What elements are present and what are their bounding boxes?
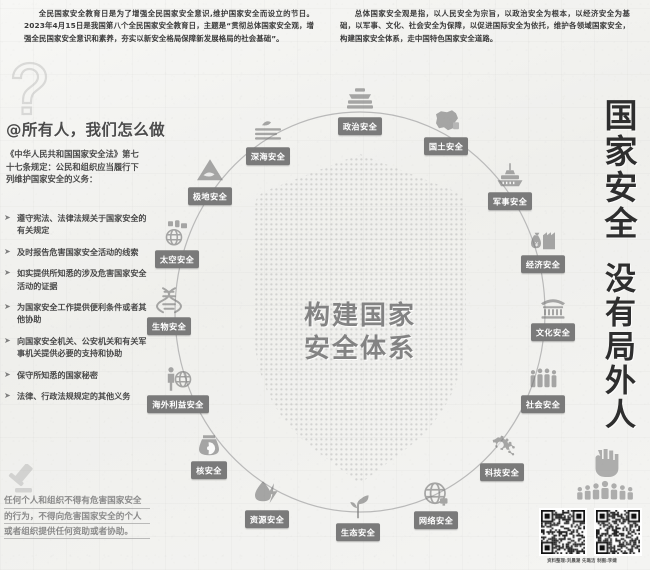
shield-center-text: 构建国家 安全体系 bbox=[304, 300, 416, 366]
intro-paragraph-right: 总体国家安全观是指，以人民安全为宗旨，以政治安全为根本，以经济安全为基础，以军事… bbox=[340, 8, 630, 45]
bullet-arrow-icon: ➤ bbox=[4, 268, 11, 278]
list-item-label: 为国家安全工作提供便利条件或者其他协助 bbox=[17, 302, 147, 325]
water-drop-energy-icon bbox=[252, 478, 282, 508]
bullet-arrow-icon: ➤ bbox=[4, 246, 11, 256]
diagram-node-label: 网络安全 bbox=[413, 511, 459, 529]
diagram-node-label: 国土安全 bbox=[423, 137, 469, 155]
vertical-title-line2: 没有局外人 bbox=[599, 262, 635, 432]
diagram-node-label: 资源安全 bbox=[244, 510, 290, 528]
intro-paragraph-right-text: 总体国家安全观是指，以人民安全为宗旨，以政治安全为根本，以经济安全为基础，以军事… bbox=[340, 9, 630, 43]
shield-center-line2: 安全体系 bbox=[303, 334, 417, 364]
credits-text: 资料整理:刘晨潮 先璐洁 制图:李婕 bbox=[547, 559, 617, 564]
list-item-label: 及时报告危害国家安全活动的线索 bbox=[17, 246, 139, 257]
sprout-leaf-icon bbox=[343, 491, 373, 521]
globe-network-icon bbox=[421, 479, 451, 509]
crowd-people-icon bbox=[528, 363, 558, 393]
diagram-node-10[interactable]: 核安全 bbox=[166, 429, 252, 479]
bullet-arrow-icon: ➤ bbox=[4, 335, 11, 345]
bullet-arrow-icon: ➤ bbox=[4, 302, 11, 312]
diagram-node-label: 太空安全 bbox=[154, 250, 200, 268]
qr-code-right[interactable] bbox=[594, 508, 642, 556]
duty-list: ➤ 遵守宪法、法律法规关于国家安全的有关规定 ➤ 及时报告危害国家安全活动的线索 ➤… bbox=[4, 212, 150, 411]
intro-paragraph-left-text: 全民国家安全教育日是为了增强全民国家安全意识,维护国家安全而设立的节日。2023… bbox=[24, 9, 314, 43]
money-bag-factory-icon: ¥ bbox=[528, 223, 558, 253]
nuclear-plant-icon bbox=[194, 429, 224, 459]
diagram-node-label: 海外利益安全 bbox=[147, 395, 209, 413]
qr-code-left[interactable] bbox=[539, 508, 587, 556]
diagram-node-label: 经济安全 bbox=[520, 255, 566, 273]
diagram-node-label: 文化安全 bbox=[530, 323, 576, 341]
list-item: ➤ 遵守宪法、法律法规关于国家安全的有关规定 bbox=[4, 212, 150, 237]
diagram-node-2[interactable]: 军事安全 bbox=[467, 160, 553, 210]
list-item: ➤ 如实提供所知悉的涉及危害国家安全活动的证据 bbox=[4, 267, 150, 292]
qr-code-area: 资料整理:刘晨潮 先璐洁 制图:李婕 bbox=[522, 508, 642, 564]
diagram-node-label: 极地安全 bbox=[187, 187, 233, 205]
warship-icon bbox=[495, 160, 525, 190]
list-item: ➤ 及时报告危害国家安全活动的线索 bbox=[4, 246, 150, 258]
diagram-node-label: 生物安全 bbox=[146, 317, 192, 335]
government-building-icon bbox=[345, 85, 375, 115]
gavel-icon bbox=[8, 464, 33, 493]
page-title: @所有人，我们怎么做 bbox=[6, 121, 166, 139]
diagram-node-label: 科技安全 bbox=[479, 463, 525, 481]
diagram-node-7[interactable]: 网络安全 bbox=[393, 479, 479, 529]
diagram-node-label: 社会安全 bbox=[520, 395, 566, 413]
diagram-node-label: 政治安全 bbox=[337, 117, 383, 135]
list-item: ➤ 法律、行政法规规定的其他义务 bbox=[4, 390, 150, 402]
security-system-diagram: 构建国家 安全体系 政治安全国土安全军事安全 ¥ 经济安全文化安全社会安全科技安全网… bbox=[146, 85, 576, 541]
dna-helix-icon bbox=[154, 285, 184, 315]
question-mark-icon bbox=[11, 61, 48, 116]
vertical-title-line1: 国家安全 bbox=[599, 98, 638, 242]
list-item: ➤ 向国家安全机关、公安机关和有关军事机关提供必要的支持和协助 bbox=[4, 335, 150, 360]
list-item: ➤ 保守所知悉的国家秘密 bbox=[4, 369, 150, 381]
diagram-node-15[interactable]: 深海安全 bbox=[225, 115, 311, 165]
diagram-node-13[interactable]: 太空安全 bbox=[134, 218, 220, 268]
list-item-label: 如实提供所知悉的涉及危害国家安全活动的证据 bbox=[17, 268, 147, 291]
diagram-node-label: 生态安全 bbox=[335, 523, 381, 541]
diagram-node-3[interactable]: ¥ 经济安全 bbox=[500, 223, 586, 273]
shield-center-line1: 构建国家 bbox=[303, 301, 417, 331]
list-item-label: 向国家安全机关、公安机关和有关军事机关提供必要的支持和协助 bbox=[17, 335, 147, 359]
deep-sea-wave-icon bbox=[253, 115, 283, 145]
diagram-node-label: 核安全 bbox=[191, 461, 227, 479]
satellite-earth-icon bbox=[162, 218, 192, 248]
bullet-arrow-icon: ➤ bbox=[4, 369, 11, 379]
law-intro-text: 《中华人民共和国国家安全法》第七十七条规定：公民和组织应当履行下列维护国家安全的… bbox=[6, 149, 139, 185]
list-item-label: 法律、行政法规规定的其他义务 bbox=[17, 391, 131, 402]
diagram-node-11[interactable]: 海外利益安全 bbox=[135, 363, 221, 413]
list-item: ➤ 为国家安全工作提供便利条件或者其他协助 bbox=[4, 301, 150, 326]
diagram-node-4[interactable]: 文化安全 bbox=[510, 291, 596, 341]
china-map-icon bbox=[431, 105, 461, 135]
diagram-node-9[interactable]: 资源安全 bbox=[224, 478, 310, 528]
diagram-node-8[interactable]: 生态安全 bbox=[315, 491, 401, 541]
list-item-label: 保守所知悉的国家秘密 bbox=[17, 369, 98, 380]
diagram-node-6[interactable]: 科技安全 bbox=[459, 431, 545, 481]
diagram-node-1[interactable]: 国土安全 bbox=[403, 105, 489, 155]
raised-fist-crowd-icon bbox=[577, 449, 633, 500]
temple-gate-icon bbox=[538, 291, 568, 321]
diagram-ring-and-shield bbox=[174, 111, 546, 513]
diagram-node-label: 军事安全 bbox=[487, 192, 533, 210]
list-item-label: 遵守宪法、法律法规关于国家安全的有关规定 bbox=[17, 213, 147, 236]
diagram-node-0[interactable]: 政治安全 bbox=[317, 85, 403, 135]
diagram-node-12[interactable]: 生物安全 bbox=[126, 285, 212, 335]
intro-paragraph-left: 全民国家安全教育日是为了增强全民国家安全意识,维护国家安全而设立的节日。2023… bbox=[24, 8, 314, 45]
iceberg-mountain-icon bbox=[195, 155, 225, 185]
svg-text:¥: ¥ bbox=[535, 242, 539, 248]
bullet-arrow-icon: ➤ bbox=[4, 213, 11, 222]
diagram-node-14[interactable]: 极地安全 bbox=[167, 155, 253, 205]
gear-circuit-icon bbox=[487, 431, 517, 461]
diagram-node-label: 深海安全 bbox=[245, 147, 291, 165]
warning-text: 任何个人和组织不得有危害国家安全的行为，不得向危害国家安全的个人或者组织提供任何… bbox=[4, 494, 150, 541]
bullet-arrow-icon: ➤ bbox=[4, 391, 11, 401]
person-globe-icon bbox=[163, 363, 193, 393]
diagram-node-5[interactable]: 社会安全 bbox=[500, 363, 586, 413]
